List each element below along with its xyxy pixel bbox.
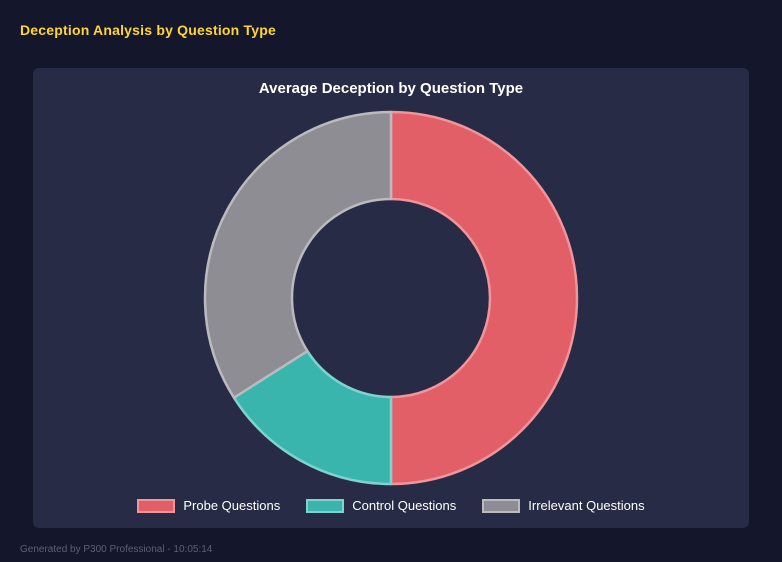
doughnut-chart	[203, 110, 579, 486]
legend-item-probe-questions[interactable]: Probe Questions	[137, 498, 280, 513]
legend-label-irrelevant-questions: Irrelevant Questions	[528, 498, 645, 513]
legend-label-probe-questions: Probe Questions	[183, 498, 281, 513]
donut-slice-irrelevant-questions[interactable]	[203, 110, 393, 399]
chart-panel: Average Deception by Question Type Probe…	[33, 68, 749, 528]
legend-item-irrelevant-questions[interactable]: Irrelevant Questions	[482, 498, 645, 513]
footer-status-text: Generated by P300 Professional - 10:05:1…	[20, 544, 213, 555]
donut-slice-probe-questions[interactable]	[389, 110, 579, 486]
legend-swatch-irrelevant-questions	[482, 498, 521, 513]
page-title: Deception Analysis by Question Type	[20, 22, 276, 38]
legend-label-control-questions: Control Questions	[352, 498, 457, 513]
legend-item-control-questions[interactable]: Control Questions	[306, 498, 456, 513]
chart-legend: Probe Questions Control Questions Irrele…	[137, 498, 645, 513]
chart-title: Average Deception by Question Type	[258, 80, 524, 97]
legend-swatch-probe-questions	[137, 498, 176, 513]
legend-swatch-control-questions	[306, 498, 345, 513]
